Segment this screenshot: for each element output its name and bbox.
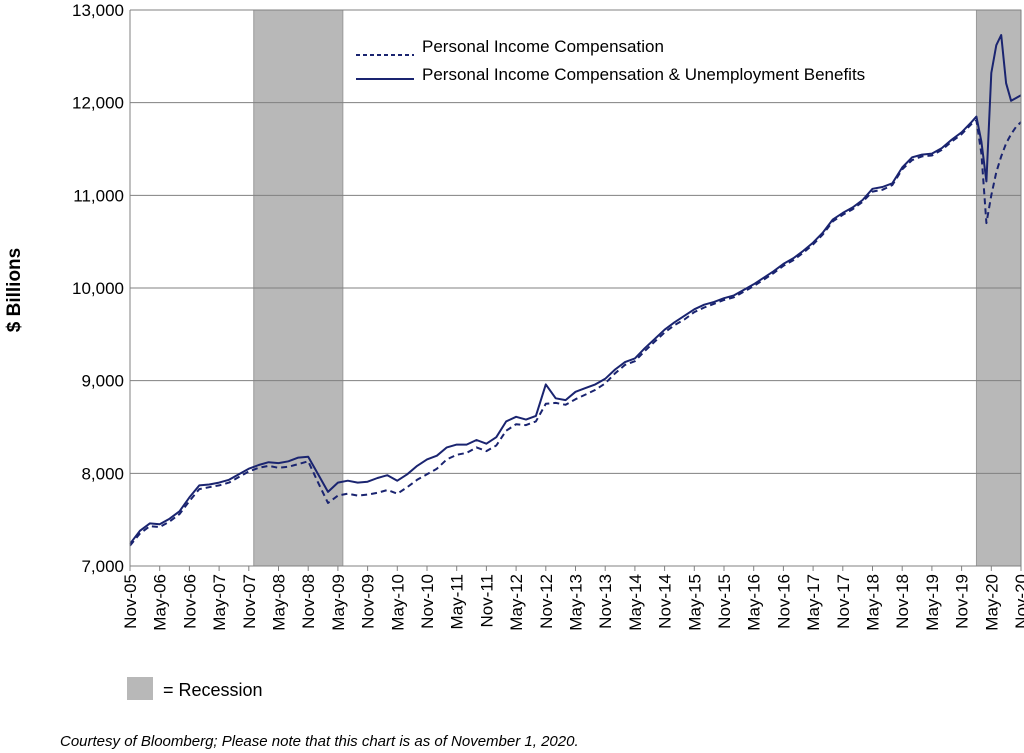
x-tick-label: Nov-11 xyxy=(477,574,496,628)
legend: Personal Income Compensation Personal In… xyxy=(356,37,865,84)
y-tick-label: 11,000 xyxy=(73,186,124,205)
x-tick-label: Nov-12 xyxy=(537,574,556,629)
x-tick-label: May-12 xyxy=(507,574,526,631)
y-tick-label: 9,000 xyxy=(81,372,124,391)
x-tick-label: May-08 xyxy=(270,574,289,631)
y-tick-label: 10,000 xyxy=(72,279,124,298)
x-tick-label: Nov-05 xyxy=(121,574,140,629)
x-tick-label: May-06 xyxy=(151,574,170,631)
y-tick-label: 8,000 xyxy=(81,464,124,483)
recession-legend-label: = Recession xyxy=(163,680,263,700)
series-lines xyxy=(129,34,1022,547)
x-tick-label: Nov-09 xyxy=(359,574,378,629)
y-tick-label: 13,000 xyxy=(72,1,124,20)
x-tick-label: May-16 xyxy=(745,574,764,631)
x-tick-label: May-14 xyxy=(626,574,645,631)
x-tick-label: May-09 xyxy=(329,574,348,631)
series-line-compensation xyxy=(129,119,1022,547)
recession-swatch xyxy=(127,677,153,700)
legend-label-compensation: Personal Income Compensation xyxy=(422,37,664,56)
x-tick-label: May-20 xyxy=(982,574,1001,631)
source-credit: Courtesy of Bloomberg; Please note that … xyxy=(60,733,579,750)
recession-legend: = Recession xyxy=(127,677,263,700)
x-tick-label: May-10 xyxy=(388,574,407,631)
series-line-compensation-benefits xyxy=(129,34,1022,545)
legend-label-compensation-benefits: Personal Income Compensation & Unemploym… xyxy=(422,65,865,84)
x-tick-label: May-13 xyxy=(567,574,586,631)
x-tick-label: Nov-15 xyxy=(715,574,734,629)
x-tick-label: Nov-13 xyxy=(596,574,615,629)
x-tick-label: May-17 xyxy=(804,574,823,631)
x-tick-label: Nov-06 xyxy=(180,574,199,629)
x-tick-label: Nov-07 xyxy=(240,574,259,629)
y-tick-label: 12,000 xyxy=(72,94,124,113)
x-tick-label: May-11 xyxy=(448,574,467,629)
y-tick-label: 7,000 xyxy=(81,557,124,576)
x-tick-labels: Nov-05 May-06 Nov-06 May-07 Nov-07 May-08 Nov-… xyxy=(121,566,1024,631)
x-tick-label: May-07 xyxy=(210,574,229,631)
x-tick-label: Nov-10 xyxy=(418,574,437,629)
x-tick-label: Nov-18 xyxy=(893,574,912,629)
x-tick-label: Nov-14 xyxy=(656,574,675,629)
x-tick-label: Nov-19 xyxy=(953,574,972,629)
x-tick-label: May-19 xyxy=(923,574,942,631)
gridlines xyxy=(130,9,1021,567)
x-tick-label: Nov-16 xyxy=(774,574,793,629)
x-tick-label: May-15 xyxy=(685,574,704,631)
x-tick-label: Nov-17 xyxy=(834,574,853,629)
x-tick-label: May-18 xyxy=(864,574,883,631)
y-axis-title: $ Billions xyxy=(4,248,25,332)
x-tick-label: Nov-08 xyxy=(299,574,318,629)
x-tick-label: Nov-20 xyxy=(1012,574,1024,629)
y-tick-labels: 7,000 8,000 9,000 10,000 11,000 12,000 13,000 xyxy=(72,1,124,576)
